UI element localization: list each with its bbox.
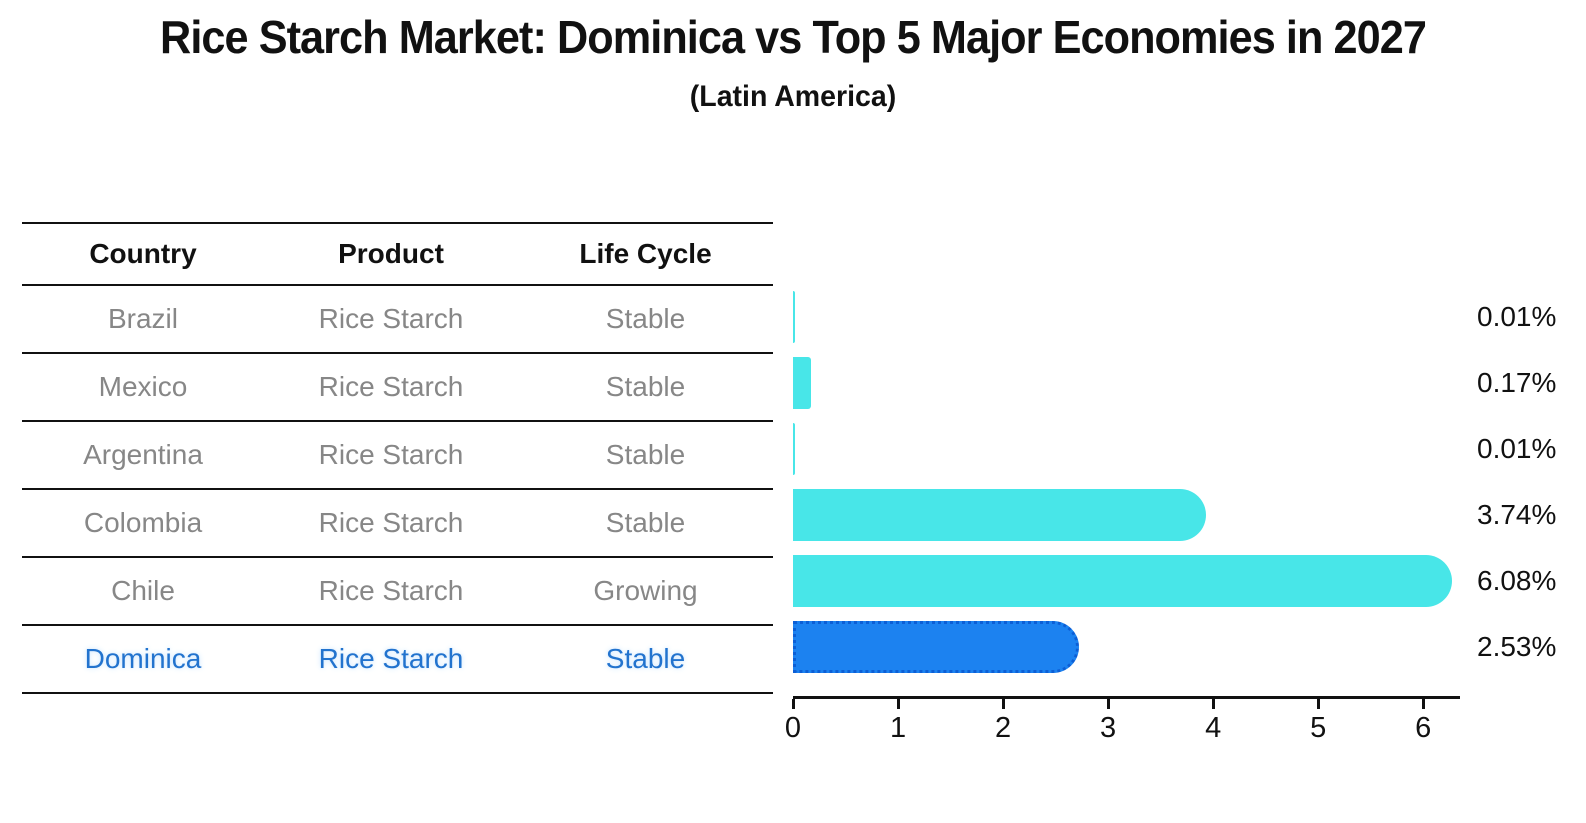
bar-brazil [793,291,795,343]
cell-life-cycle: Stable [605,643,686,674]
x-axis-tick-label: 0 [784,712,802,744]
table-header-row: Country Product Life Cycle [22,222,773,286]
column-header-life-cycle: Life Cycle [579,238,712,269]
x-axis-tick [1106,699,1110,709]
column-header-country: Country [89,238,197,269]
x-axis-tick [1001,699,1005,709]
cell-country: Brazil [107,303,178,334]
cell-life-cycle: Stable [605,303,686,334]
table-row: Mexico Rice Starch Stable [22,354,773,422]
value-label-colombia: 3.74% [1477,499,1557,530]
bar-argentina [793,423,795,475]
cell-product: Rice Starch [318,371,464,402]
value-label-dominica: 2.53% [1477,631,1557,662]
value-label-brazil: 0.01% [1477,301,1557,332]
cell-life-cycle: Stable [605,371,686,402]
x-axis-tick-label: 6 [1415,712,1432,744]
cell-product: Rice Starch [318,643,464,674]
x-axis-tick-label: 2 [995,712,1012,744]
cell-life-cycle: Stable [605,507,686,538]
chart-title: Rice Starch Market: Dominica vs Top 5 Ma… [160,11,1427,63]
cell-product: Rice Starch [318,439,464,470]
value-label-mexico: 0.17% [1477,367,1557,398]
x-axis-tick [896,699,900,709]
cell-product: Rice Starch [318,303,464,334]
x-axis-tick-label: 3 [1100,712,1117,744]
chart-subtitle: (Latin America) [689,80,897,113]
value-label-argentina: 0.01% [1477,433,1557,464]
cell-country: Argentina [83,439,203,470]
cell-country: Chile [111,575,175,606]
value-label-chile: 6.08% [1477,565,1557,596]
table-row-dominica: Dominica Rice Starch Stable [22,626,773,694]
cell-country: Dominica [84,643,202,674]
cell-country: Colombia [83,507,203,538]
cell-life-cycle: Stable [605,439,686,470]
x-axis-tick-label: 5 [1310,712,1327,744]
table-row: Argentina Rice Starch Stable [22,422,773,490]
cell-life-cycle: Growing [593,575,698,606]
x-axis-tick [1316,699,1320,709]
x-axis-tick-label: 1 [889,712,907,744]
bar-colombia [793,489,1206,541]
x-axis-tick [791,699,795,709]
x-axis-tick-label: 4 [1205,712,1222,744]
column-header-product: Product [338,238,444,269]
table-row: Colombia Rice Starch Stable [22,490,773,558]
x-axis-tick [1421,699,1425,709]
cell-country: Mexico [98,371,188,402]
x-axis-tick [1211,699,1215,709]
bar-chile [793,555,1452,607]
cell-product: Rice Starch [318,575,464,606]
table-row: Chile Rice Starch Growing [22,558,773,626]
bar-plot: 0 1 2 3 4 5 6 [785,284,1460,744]
cell-product: Rice Starch [318,507,464,538]
table-row: Brazil Rice Starch Stable [22,286,773,354]
bar-dominica [793,621,1079,673]
bar-mexico [793,357,811,409]
value-label-column: 0.01% 0.17% 0.01% 3.74% 6.08% 2.53% [1477,284,1585,680]
country-table: Country Product Life Cycle Brazil Rice S… [22,222,773,694]
